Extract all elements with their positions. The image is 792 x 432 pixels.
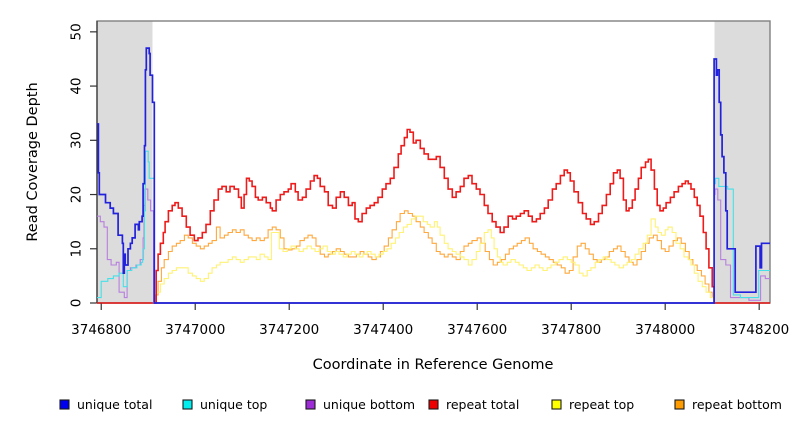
legend-item-unique-top: unique top bbox=[182, 397, 267, 412]
series-line-repeat-top bbox=[97, 215, 770, 304]
series-line-repeat-bottom bbox=[97, 210, 770, 304]
x-tick-label: 3747600 bbox=[447, 322, 507, 338]
axis-ticks-layer: 3746800 3747000 3747200 3747400 3747600 37478… bbox=[69, 23, 790, 338]
series-line-unique-top bbox=[97, 150, 770, 304]
y-tick-label: 10 bbox=[69, 240, 85, 257]
x-tick-label: 3748000 bbox=[635, 322, 695, 338]
legend-label: repeat top bbox=[569, 397, 634, 412]
legend-item-repeat-bottom: repeat bottom bbox=[674, 397, 782, 412]
legend-item-unique-bottom: unique bottom bbox=[305, 397, 415, 412]
x-tick-label: 3748200 bbox=[729, 322, 789, 338]
legend-swatch bbox=[305, 399, 316, 410]
legend-label: unique top bbox=[200, 397, 267, 412]
y-tick-label: 40 bbox=[69, 77, 85, 94]
x-axis-title: Coordinate in Reference Genome bbox=[313, 357, 554, 373]
series-line-unique-total bbox=[97, 47, 770, 304]
legend-label: repeat total bbox=[446, 397, 519, 412]
legend-label: unique total bbox=[77, 397, 152, 412]
shaded-regions-layer bbox=[97, 21, 770, 303]
legend-label: unique bottom bbox=[323, 397, 415, 412]
y-tick-label: 20 bbox=[69, 186, 85, 203]
series-layer bbox=[97, 47, 770, 304]
plot-box-layer bbox=[96, 20, 771, 304]
x-tick-label: 3747800 bbox=[541, 322, 601, 338]
y-tick-label: 50 bbox=[69, 23, 85, 40]
legend-swatch bbox=[674, 399, 685, 410]
legend-swatch bbox=[428, 399, 439, 410]
series-line-repeat-total bbox=[97, 128, 770, 304]
plot-border bbox=[96, 20, 771, 304]
legend-swatch bbox=[182, 399, 193, 410]
y-axis-title: Read Coverage Depth bbox=[25, 82, 41, 241]
x-tick-label: 3747000 bbox=[165, 322, 225, 338]
x-tick-label: 3747200 bbox=[259, 322, 319, 338]
legend-swatch bbox=[59, 399, 70, 410]
legend-swatch bbox=[551, 399, 562, 410]
legend: unique total unique top unique bottom repea… bbox=[59, 397, 782, 412]
legend-item-unique-total: unique total bbox=[59, 397, 152, 412]
x-tick-label: 3746800 bbox=[71, 322, 131, 338]
y-tick-label: 30 bbox=[69, 132, 85, 149]
legend-item-repeat-total: repeat total bbox=[428, 397, 519, 412]
x-tick-label: 3747400 bbox=[353, 322, 413, 338]
y-tick-label: 0 bbox=[69, 299, 85, 308]
legend-label: repeat bottom bbox=[692, 397, 782, 412]
legend-item-repeat-top: repeat top bbox=[551, 397, 634, 412]
